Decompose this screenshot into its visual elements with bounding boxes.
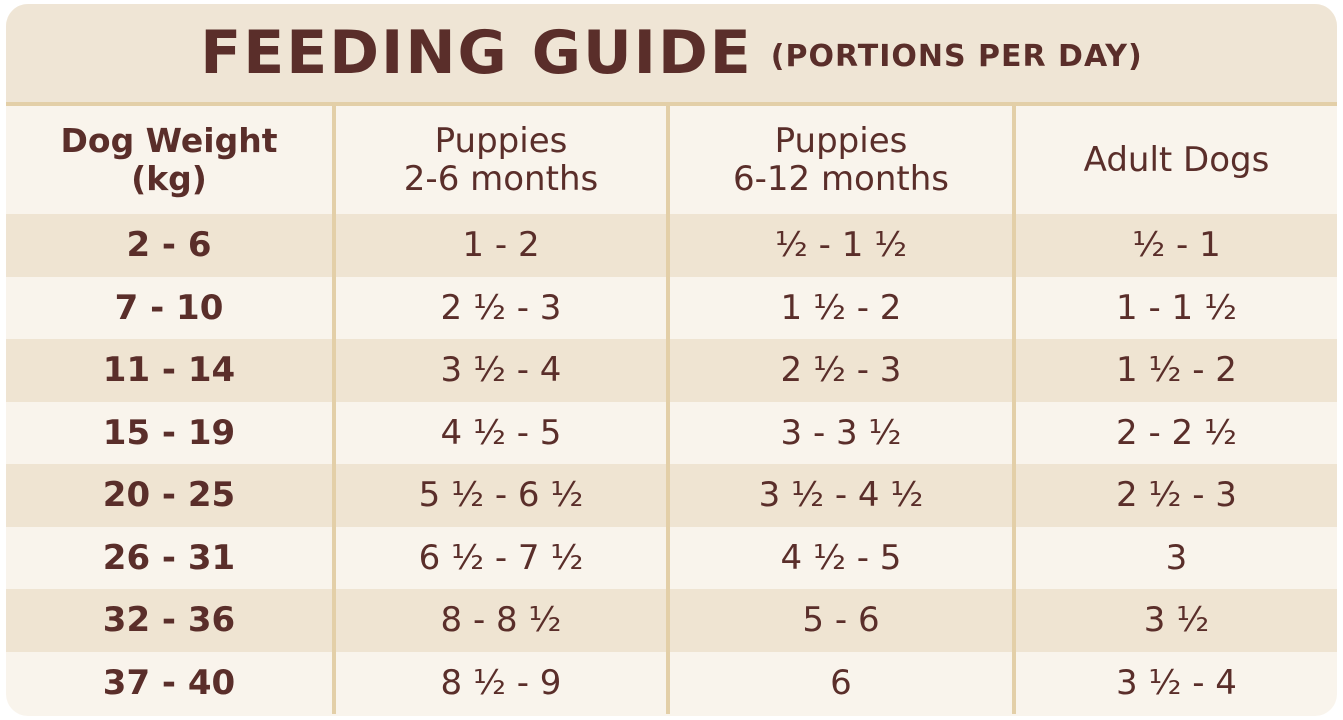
portion-cell: 8 ½ - 9	[336, 651, 670, 714]
subtitle: (PORTIONS PER DAY)	[770, 38, 1143, 74]
weight-cell: 20 - 25	[6, 464, 336, 527]
column-header: Puppies 2-6 months	[336, 106, 670, 214]
portion-cell: ½ - 1	[1016, 214, 1337, 277]
portion-cell: 6	[670, 651, 1016, 714]
portion-cell: 3 - 3 ½	[670, 401, 1016, 464]
header-line: Puppies	[434, 121, 568, 161]
portion-cell: 3 ½ - 4 ½	[670, 464, 1016, 527]
column-header: Adult Dogs	[1016, 106, 1337, 214]
weight-cell: 7 - 10	[6, 276, 336, 339]
weight-cell: 11 - 14	[6, 339, 336, 402]
portion-cell: ½ - 1 ½	[670, 214, 1016, 277]
header-line: Dog Weight	[60, 121, 278, 160]
portion-cell: 2 ½ - 3	[670, 339, 1016, 402]
portion-cell: 8 - 8 ½	[336, 589, 670, 652]
portion-cell: 1 - 1 ½	[1116, 287, 1237, 328]
weight-cell: 32 - 36	[6, 589, 336, 652]
title: FEEDING GUIDE	[200, 18, 753, 88]
portion-cell: 5 - 6	[670, 589, 1016, 652]
portion-cell: 4 ½ - 5	[670, 526, 1016, 589]
portion-cell: 5 ½ - 6 ½	[336, 464, 670, 527]
portion-cell: 1 - 2	[336, 214, 670, 277]
header-line: 2-6 months	[403, 159, 599, 199]
portion-cell: 3 ½ - 4	[336, 339, 670, 402]
weight-cell: 37 - 40	[6, 651, 336, 714]
header-line: (kg)	[131, 159, 207, 198]
header-line: Adult Dogs	[1083, 140, 1270, 180]
portion-cell: 2 ½ - 3	[1016, 464, 1337, 527]
portion-cell: 3 ½	[1016, 589, 1337, 652]
weight-cell: 15 - 19	[6, 401, 336, 464]
weight-cell: 26 - 31	[6, 526, 336, 589]
portion-cell: 6 ½ - 7 ½	[336, 526, 670, 589]
portion-cell: 1 ½ - 2	[670, 276, 1016, 339]
table: Dog Weight (kg) Puppies 2-6 months Puppies 6-…	[6, 106, 1337, 714]
column-header: Dog Weight (kg)	[6, 106, 336, 214]
header-line: 6-12 months	[732, 159, 950, 199]
portion-cell: 3	[1165, 537, 1188, 578]
portion-cell: 3 ½ - 4	[1116, 662, 1237, 703]
portion-cell: 1 ½ - 2	[1016, 339, 1337, 402]
weight-cell: 2 - 6	[6, 214, 336, 277]
column-header: Puppies 6-12 months	[670, 106, 1016, 214]
portion-cell: 2 ½ - 3	[336, 276, 670, 339]
header: FEEDING GUIDE (PORTIONS PER DAY)	[6, 4, 1337, 106]
feeding-guide-card: FEEDING GUIDE (PORTIONS PER DAY) Dog Wei…	[6, 4, 1337, 716]
portion-cell: 4 ½ - 5	[336, 401, 670, 464]
header-line: Puppies	[774, 121, 908, 161]
portion-cell: 2 - 2 ½	[1116, 412, 1237, 453]
